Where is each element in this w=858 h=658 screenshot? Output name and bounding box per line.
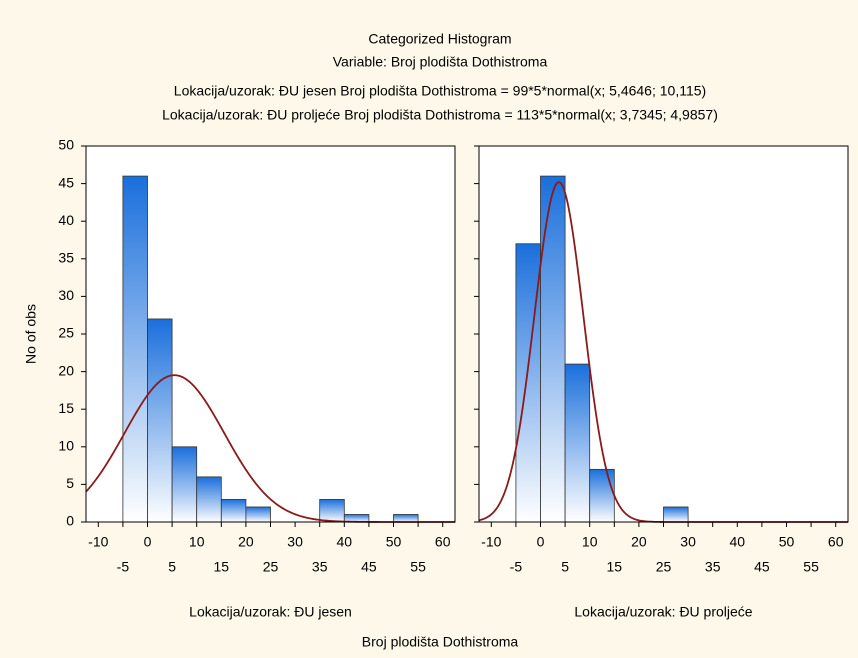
- x-tick-label: 45: [361, 559, 377, 575]
- y-tick-label: 15: [58, 400, 74, 416]
- bar: [663, 506, 689, 523]
- x-tick-label: 60: [435, 534, 451, 550]
- x-tick-label: 55: [803, 559, 819, 575]
- bar: [589, 468, 615, 523]
- x-tick-label: 20: [631, 534, 647, 550]
- x-tick-label: 5: [561, 559, 569, 575]
- x-tick-label: 35: [705, 559, 721, 575]
- y-tick-label: 35: [58, 250, 74, 266]
- x-tick-label: 55: [410, 559, 426, 575]
- y-tick-label: 25: [58, 325, 74, 341]
- bar: [245, 506, 271, 523]
- x-axis-label: Broj plodišta Dothistroma: [362, 634, 519, 650]
- x-tick-label: -5: [117, 559, 130, 575]
- bar: [171, 446, 198, 523]
- bar: [515, 243, 541, 523]
- x-tick-label: 50: [386, 534, 402, 550]
- fit-label: Lokacija/uzorak: ĐU jesen Broj plodišta …: [174, 83, 706, 99]
- chart-subtitle: Variable: Broj plodišta Dothistroma: [333, 54, 548, 70]
- category-label: Lokacija/uzorak: ĐU jesen: [189, 604, 352, 620]
- x-tick-label: 45: [754, 559, 770, 575]
- x-tick-label: -10: [481, 534, 501, 550]
- y-tick-label: 0: [66, 513, 74, 529]
- bar: [220, 499, 247, 523]
- x-tick-label: 25: [263, 559, 279, 575]
- x-tick-label: 40: [730, 534, 746, 550]
- x-tick-label: 40: [337, 534, 353, 550]
- x-tick-label: 30: [680, 534, 696, 550]
- bar: [319, 499, 345, 523]
- y-tick-label: 20: [58, 362, 74, 378]
- y-tick-label: 45: [58, 174, 74, 190]
- bar: [564, 363, 591, 523]
- y-tick-label: 40: [58, 212, 74, 228]
- fit-label: Lokacija/uzorak: ĐU proljeće Broj plodiš…: [162, 107, 718, 123]
- x-tick-label: 35: [312, 559, 328, 575]
- x-tick-label: 50: [779, 534, 795, 550]
- x-tick-label: 25: [656, 559, 672, 575]
- y-tick-label: 5: [66, 475, 74, 491]
- y-tick-label: 10: [58, 438, 74, 454]
- x-tick-label: 15: [214, 559, 230, 575]
- bar: [122, 175, 148, 523]
- x-tick-label: 0: [537, 534, 545, 550]
- category-label: Lokacija/uzorak: ĐU proljeće: [574, 604, 752, 620]
- bar: [196, 476, 222, 523]
- y-axis-label: No of obs: [23, 304, 39, 364]
- x-tick-label: 30: [287, 534, 303, 550]
- x-tick-label: 10: [582, 534, 598, 550]
- y-tick-label: 50: [58, 137, 74, 153]
- x-tick-label: 60: [828, 534, 844, 550]
- x-tick-label: 20: [238, 534, 254, 550]
- bar: [147, 318, 173, 523]
- x-tick-label: -5: [510, 559, 523, 575]
- x-tick-label: 5: [168, 559, 176, 575]
- x-tick-label: 10: [189, 534, 205, 550]
- y-tick-label: 30: [58, 287, 74, 303]
- bar: [393, 514, 419, 523]
- x-tick-label: -10: [88, 534, 108, 550]
- x-tick-label: 0: [144, 534, 152, 550]
- bar: [540, 175, 566, 523]
- chart-title: Categorized Histogram: [368, 31, 511, 47]
- x-tick-label: 15: [607, 559, 623, 575]
